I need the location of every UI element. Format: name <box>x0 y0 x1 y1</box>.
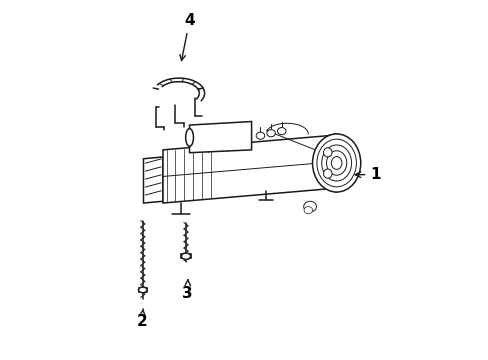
Ellipse shape <box>181 253 190 260</box>
Text: 4: 4 <box>180 13 195 60</box>
Ellipse shape <box>277 127 285 135</box>
Ellipse shape <box>323 169 331 178</box>
Text: 2: 2 <box>136 309 147 329</box>
Text: 1: 1 <box>354 167 380 182</box>
Ellipse shape <box>256 132 264 139</box>
Ellipse shape <box>304 207 312 214</box>
Ellipse shape <box>312 134 360 192</box>
Ellipse shape <box>266 130 275 137</box>
Ellipse shape <box>185 129 193 146</box>
Ellipse shape <box>323 148 331 157</box>
Polygon shape <box>163 136 327 203</box>
Polygon shape <box>143 157 163 203</box>
Polygon shape <box>189 122 251 153</box>
Text: 3: 3 <box>182 280 193 301</box>
Ellipse shape <box>303 201 316 212</box>
Ellipse shape <box>138 287 147 293</box>
